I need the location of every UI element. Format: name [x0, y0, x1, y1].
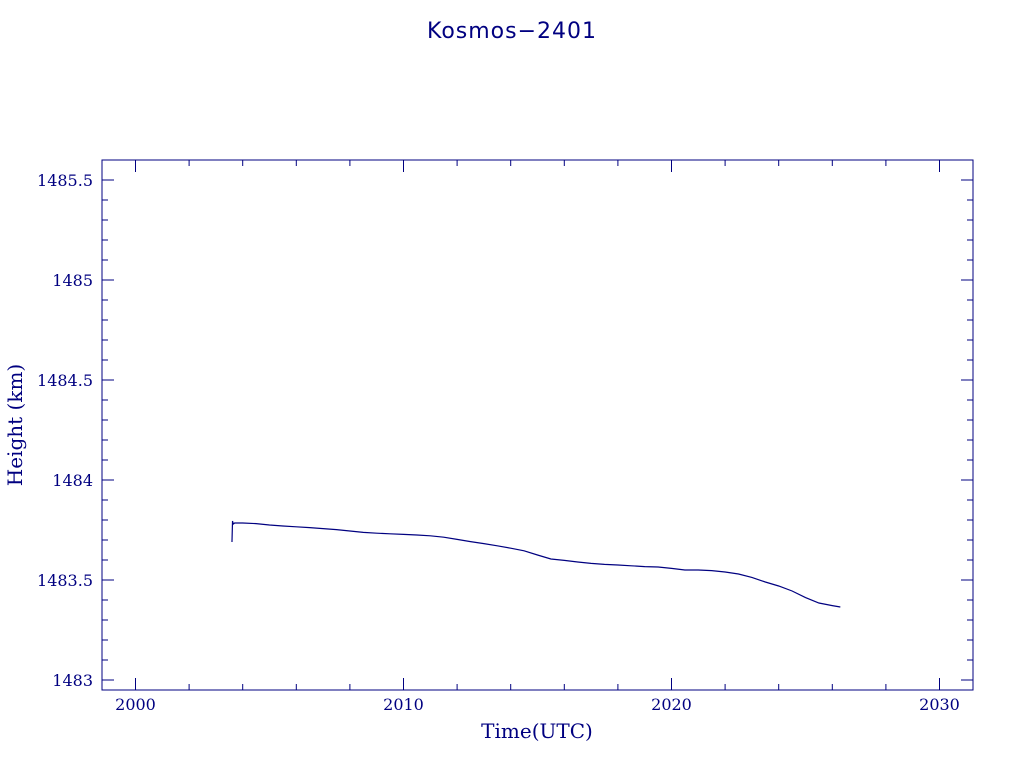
plot-frame: [101, 159, 974, 691]
y-tick-label: 1485: [52, 271, 93, 290]
series-line-height: [231, 520, 841, 608]
x-tick-label: 2010: [383, 695, 424, 714]
chart-title: Kosmos−2401: [427, 19, 597, 44]
y-axis-label: Height (km): [3, 364, 27, 486]
y-tick-label: 1484.5: [37, 371, 93, 390]
y-tick-label: 1483.5: [37, 571, 93, 590]
x-tick-label: 2000: [115, 695, 156, 714]
x-axis-label: Time(UTC): [481, 719, 593, 743]
y-tick-label: 1484: [52, 471, 93, 490]
y-tick-label: 1483: [52, 671, 93, 690]
axis-ticks: [102, 160, 973, 690]
y-tick-labels: 1483 1483.5 1484 1484.5 1485 1485.5: [37, 171, 93, 690]
x-tick-labels: 2000 2010 2020 2030: [115, 695, 960, 714]
y-tick-label: 1485.5: [37, 171, 93, 190]
x-tick-label: 2020: [651, 695, 692, 714]
x-tick-label: 2030: [919, 695, 960, 714]
